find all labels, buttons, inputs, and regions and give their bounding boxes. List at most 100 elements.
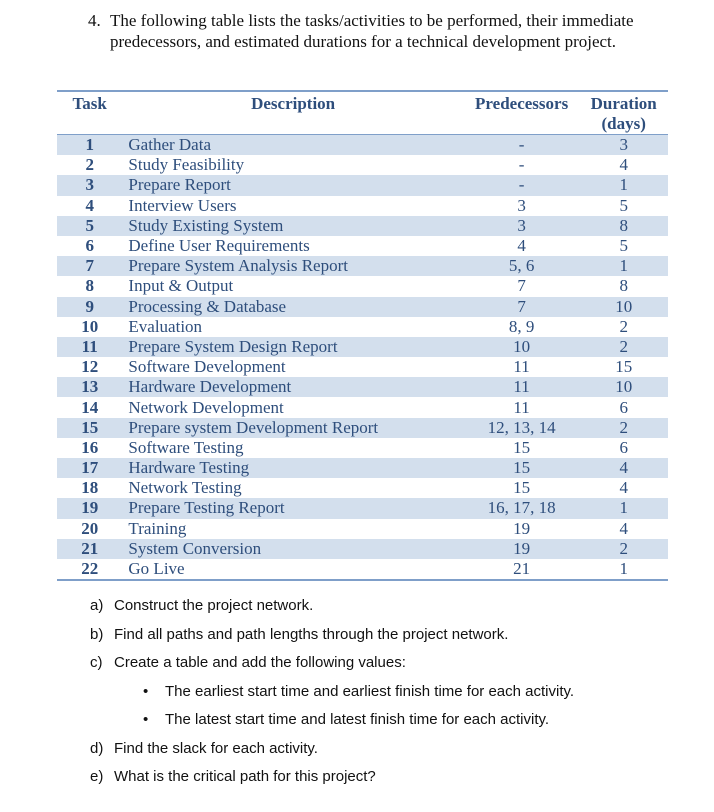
task-predecessors: 15 <box>513 437 531 457</box>
task-number: 4 <box>85 195 94 215</box>
table-row: 17 Hardware Testing 15 4 <box>57 458 668 479</box>
task-description: Define User Requirements <box>128 236 310 256</box>
question-text: Create a table and add the following val… <box>114 654 406 671</box>
question-item: a) Construct the project network. <box>90 596 574 625</box>
task-predecessors: 16, 17, 18 <box>487 498 556 518</box>
task-predecessors: 5, 6 <box>508 256 535 276</box>
questions-list: a) Construct the project network. b) Find a… <box>90 596 574 796</box>
task-duration: 3 <box>619 135 628 155</box>
task-duration: 2 <box>619 538 628 558</box>
bullet-icon: • <box>143 711 149 728</box>
task-predecessors: 15 <box>513 478 531 498</box>
header-description: Description <box>251 94 336 113</box>
task-table: Task Description Predecessors Duration (… <box>57 90 668 581</box>
question-label: c) <box>90 654 103 671</box>
task-number: 3 <box>85 175 94 195</box>
task-predecessors: 19 <box>513 518 531 538</box>
task-description: Processing & Database <box>128 296 287 316</box>
task-number: 5 <box>85 215 94 235</box>
task-duration: 5 <box>619 195 628 215</box>
question-text: Find all paths and path lengths through … <box>114 625 509 643</box>
task-number: 14 <box>81 397 99 417</box>
task-number: 9 <box>85 296 94 316</box>
task-predecessors: - <box>518 135 525 155</box>
task-predecessors: 10 <box>513 336 531 356</box>
task-number: 7 <box>85 256 94 276</box>
task-description: Training <box>128 518 187 538</box>
task-duration: 1 <box>619 175 628 195</box>
task-description: Prepare System Design Report <box>128 336 338 356</box>
question-text: Construct the project network. <box>114 597 314 614</box>
task-number: 8 <box>85 276 94 296</box>
task-number: 20 <box>81 518 99 538</box>
task-duration: 4 <box>619 518 628 538</box>
table-row: 7 Prepare System Analysis Report 5, 6 1 <box>57 256 668 277</box>
question-label: a) <box>90 597 104 614</box>
task-description: Gather Data <box>128 135 211 155</box>
table-row: 18 Network Testing 15 4 <box>57 478 668 498</box>
task-predecessors: 7 <box>517 276 526 296</box>
task-duration: 2 <box>619 336 628 356</box>
task-number: 17 <box>81 458 99 478</box>
question-item: c) Create a table and add the following v… <box>90 653 574 682</box>
task-number: 22 <box>81 559 99 579</box>
task-duration: 8 <box>619 215 628 235</box>
task-number: 11 <box>81 336 98 356</box>
task-description: Software Development <box>128 357 286 377</box>
task-predecessors: 3 <box>517 195 526 215</box>
task-number: 6 <box>85 236 94 256</box>
task-description: Interview Users <box>128 195 237 215</box>
table-row: 19 Prepare Testing Report 16, 17, 18 1 <box>57 498 668 519</box>
task-description: Software Testing <box>128 437 244 457</box>
task-description: Evaluation <box>128 316 203 336</box>
table-row: 4 Interview Users 3 5 <box>57 196 668 216</box>
question-label: e) <box>90 768 104 785</box>
question-label: b) <box>90 625 104 643</box>
table-row: 1 Gather Data - 3 <box>57 134 668 156</box>
question-text: The latest start time and latest finish … <box>165 711 550 728</box>
table-row: 8 Input & Output 7 8 <box>57 276 668 296</box>
task-duration: 10 <box>615 377 633 397</box>
task-description: Network Testing <box>128 478 242 498</box>
table-row: 6 Define User Requirements 4 5 <box>57 236 668 256</box>
task-predecessors: 15 <box>513 458 531 478</box>
header-task: Task <box>72 94 107 113</box>
task-description: Prepare system Development Report <box>128 417 379 437</box>
task-duration: 1 <box>619 256 628 276</box>
task-number: 13 <box>81 377 99 397</box>
table-row: 22 Go Live 21 1 <box>57 559 668 581</box>
bullet-item: • The earliest start time and earliest fi… <box>90 682 574 711</box>
task-predecessors: 19 <box>513 538 531 558</box>
table-header-row: Task Description Predecessors Duration (… <box>57 91 668 135</box>
task-predecessors: 12, 13, 14 <box>487 417 556 437</box>
task-predecessors: 7 <box>517 296 526 316</box>
task-duration: 10 <box>615 296 633 316</box>
task-duration: 4 <box>619 155 628 175</box>
task-predecessors: 11 <box>513 377 530 397</box>
task-duration: 6 <box>619 437 628 457</box>
task-duration: 5 <box>619 236 628 256</box>
table-row: 5 Study Existing System 3 8 <box>57 215 668 236</box>
header-duration: Duration (days) <box>590 94 657 133</box>
task-number: 2 <box>85 155 94 175</box>
table-row: 9 Processing & Database 7 10 <box>57 296 668 317</box>
task-description: System Conversion <box>128 538 262 558</box>
question-text: The earliest start time and earliest fin… <box>165 682 575 700</box>
task-description: Go Live <box>128 559 185 579</box>
task-duration: 15 <box>615 357 633 377</box>
header-predecessors: Predecessors <box>475 94 569 113</box>
task-number: 1 <box>85 135 94 155</box>
task-description: Study Feasibility <box>128 155 245 175</box>
task-duration: 4 <box>619 458 628 478</box>
task-predecessors: 8, 9 <box>508 316 535 336</box>
task-duration: 1 <box>619 498 628 518</box>
table-row: 3 Prepare Report - 1 <box>57 175 668 196</box>
task-number: 19 <box>81 498 99 518</box>
question-label: d) <box>90 739 104 757</box>
problem-statement: 4. The following table lists the tasks/a… <box>88 10 648 52</box>
task-duration: 2 <box>619 316 628 336</box>
task-predecessors: - <box>518 175 525 195</box>
task-number: 21 <box>81 538 99 558</box>
task-number: 15 <box>81 417 99 437</box>
task-predecessors: 4 <box>517 236 526 256</box>
